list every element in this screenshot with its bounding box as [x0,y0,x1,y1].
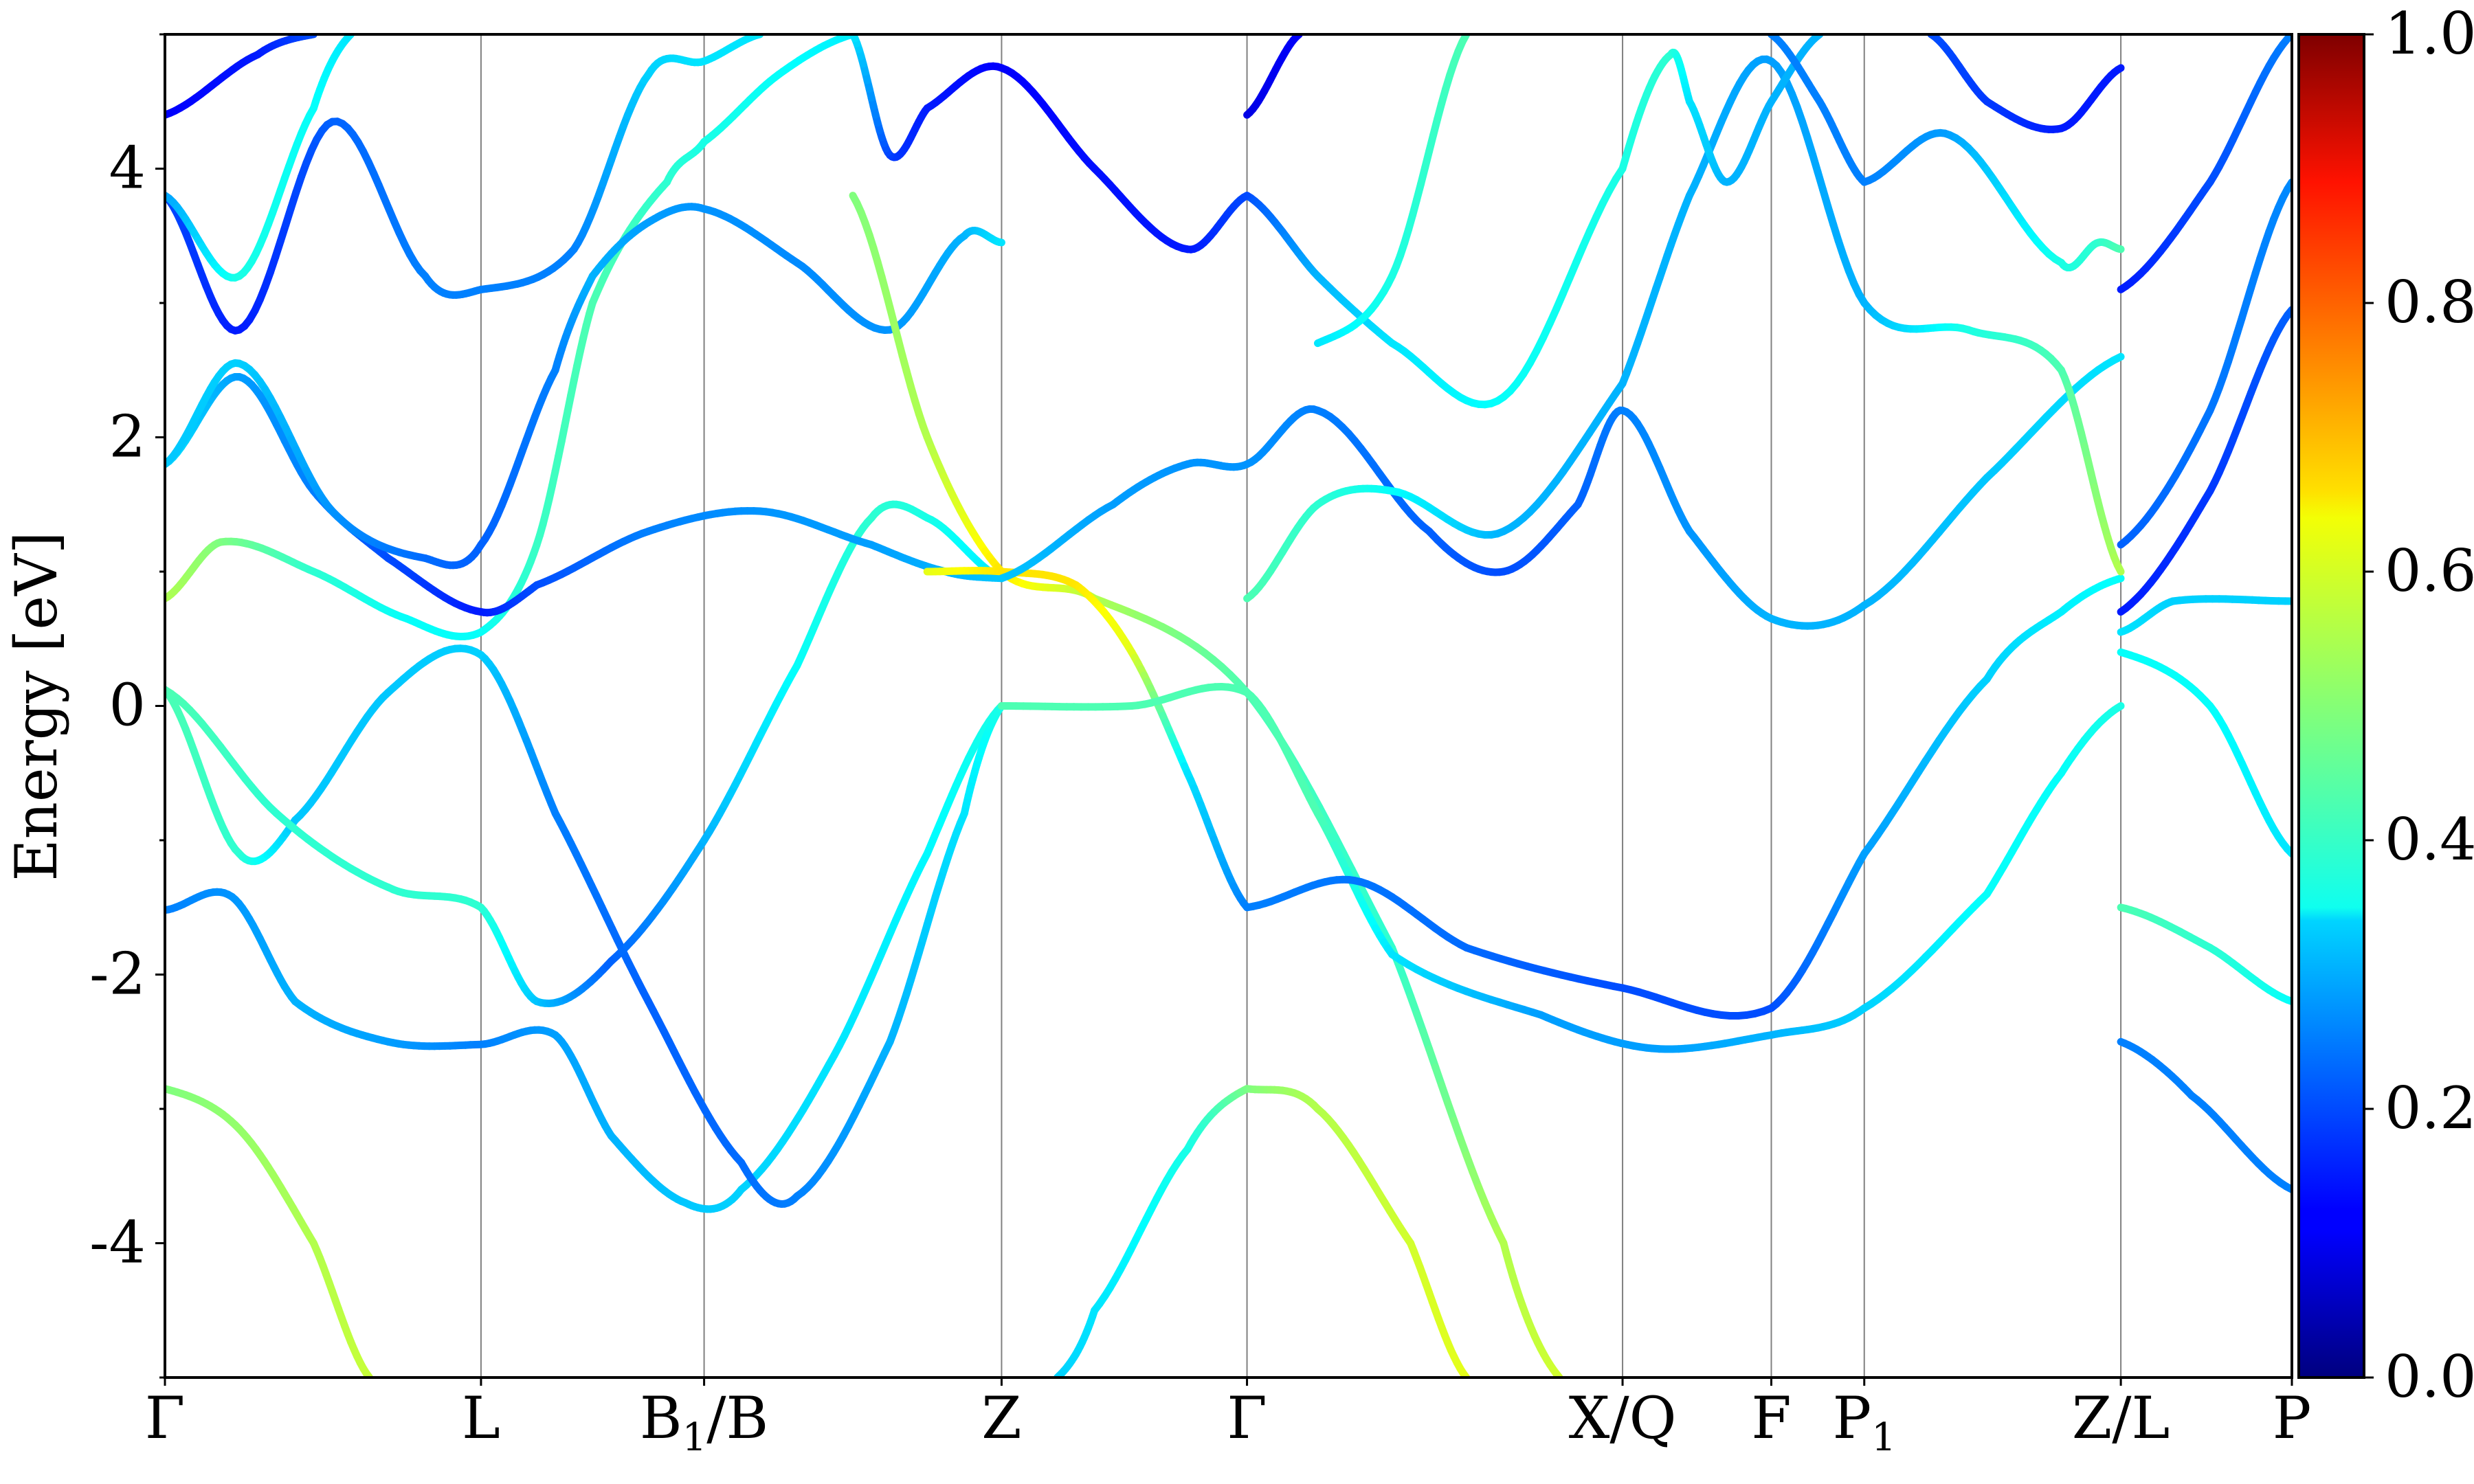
band-series [165,34,317,119]
y-tick-label: 4 [109,135,146,202]
band-series [1054,1085,1251,1378]
band-series [165,34,355,282]
y-tick-label: 0 [109,672,146,739]
band-series [2117,178,2292,549]
high-symmetry-gridlines [480,34,2122,1378]
colorbar-ticks: 0.0 0.2 0.4 0.6 0.8 1.0 [2364,0,2474,1410]
x-axis-ticks: Γ L B1/B Z Γ X/Q F P1 Z/L P [145,1378,2311,1460]
x-tick-label: Z/L [2072,1384,2170,1452]
band-series [849,34,1251,254]
band-series [2117,903,2292,1006]
band-series [165,34,764,335]
band-series [2117,306,2292,616]
band-series [165,644,1005,1208]
band-series [165,702,1005,1213]
colorbar-tick-label: 0.8 [2385,269,2474,336]
band-series [1243,34,1824,409]
y-tick-label: -4 [89,1209,146,1277]
band-series [165,1085,374,1378]
plot-frame [164,33,2293,1379]
y-axis-label: Energy [eV] [3,531,70,881]
band-segment [2113,702,2125,712]
colorbar-gradient [2297,33,2365,1379]
y-tick-label: -2 [89,941,146,1008]
band-series [997,683,2125,1053]
y-axis-ticks: -4 -2 0 2 4 [89,33,165,1379]
x-tick-label: Z [981,1384,1021,1452]
band-series [1927,34,2125,133]
band-series [2117,1037,2292,1193]
band-series [165,34,857,640]
band-series [1768,34,1869,186]
x-tick-label: P [2273,1384,2312,1452]
band-series [997,352,2125,630]
band-segment [2109,352,2125,365]
x-tick-label: X/Q [1569,1384,1677,1452]
x-tick-label: Γ [1227,1384,1267,1452]
band-lines [165,34,2292,1378]
colorbar-tick-label: 1.0 [2385,0,2474,67]
band-series [165,500,1005,1007]
colorbar-tick-label: 0.6 [2385,537,2474,605]
band-series [1243,34,1303,119]
band-series [165,373,1005,617]
band-series [2117,34,2292,293]
band-series [1243,1085,1471,1378]
x-tick-label: L [462,1384,500,1452]
colorbar-tick-label: 0.2 [2385,1075,2474,1142]
x-tick-label: P1 [1833,1384,1896,1460]
x-tick-label: Γ [145,1384,185,1452]
band-series [1313,34,1471,348]
band-series [165,203,1005,570]
colorbar-tick-label: 0.4 [2385,806,2474,873]
band-series [1243,574,2125,1020]
band-series [1860,128,2125,271]
x-tick-label: B1/B [640,1384,768,1460]
band-segment [2113,561,2125,576]
band-series [2117,648,2292,857]
band-series [849,192,1563,1378]
band-segment [2113,574,2125,583]
x-tick-label: F [1751,1384,1791,1452]
colorbar-tick-label: 0.0 [2385,1343,2474,1410]
y-tick-label: 2 [109,403,146,471]
band-series [2117,595,2292,636]
